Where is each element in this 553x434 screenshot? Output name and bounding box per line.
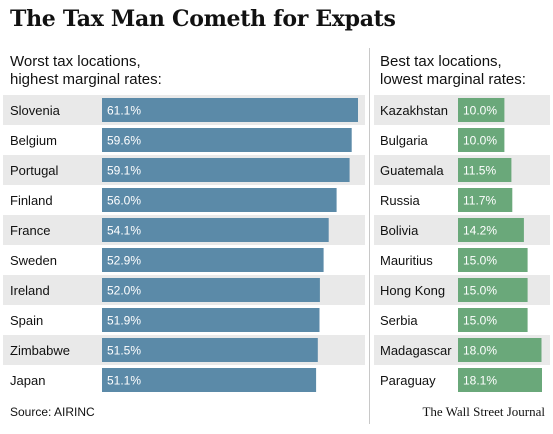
worst-bar bbox=[102, 218, 329, 242]
worst-value-label: 51.9% bbox=[107, 314, 141, 328]
best-category-label: Bulgaria bbox=[380, 133, 428, 148]
best-value-label: 15.0% bbox=[463, 254, 497, 268]
worst-bar bbox=[102, 368, 317, 392]
worst-category-label: Japan bbox=[10, 373, 45, 388]
worst-panel-title-line1: Worst tax locations, bbox=[10, 53, 141, 70]
worst-value-label: 52.9% bbox=[107, 254, 141, 268]
worst-value-label: 56.0% bbox=[107, 194, 141, 208]
worst-bar bbox=[102, 338, 318, 362]
best-category-label: Russia bbox=[380, 193, 421, 208]
best-category-label: Guatemala bbox=[380, 163, 444, 178]
worst-bar bbox=[102, 278, 320, 302]
worst-value-label: 59.1% bbox=[107, 164, 141, 178]
worst-panel-title: Worst tax locations, highest marginal ra… bbox=[10, 53, 162, 89]
best-bar bbox=[458, 248, 528, 272]
worst-category-label: Spain bbox=[10, 313, 43, 328]
best-bar bbox=[458, 188, 513, 212]
panel-divider bbox=[369, 48, 370, 424]
best-value-label: 15.0% bbox=[463, 284, 497, 298]
best-value-label: 18.1% bbox=[463, 374, 497, 388]
publisher-credit: The Wall Street Journal bbox=[422, 404, 545, 419]
best-category-label: Paraguay bbox=[380, 373, 436, 388]
best-value-label: 15.0% bbox=[463, 314, 497, 328]
best-category-label: Kazakhstan bbox=[380, 103, 448, 118]
worst-bar bbox=[102, 98, 358, 122]
best-value-label: 18.0% bbox=[463, 344, 497, 358]
worst-category-label: Finland bbox=[10, 193, 53, 208]
best-value-label: 11.7% bbox=[463, 194, 496, 208]
worst-value-label: 51.1% bbox=[107, 374, 141, 388]
worst-category-label: Zimbabwe bbox=[10, 343, 70, 358]
best-bar bbox=[458, 278, 528, 302]
best-category-label: Madagascar bbox=[380, 343, 452, 358]
best-category-label: Bolivia bbox=[380, 223, 419, 238]
worst-bar bbox=[102, 188, 337, 212]
worst-bar bbox=[102, 248, 324, 272]
best-panel-title: Best tax locations, lowest marginal rate… bbox=[380, 53, 526, 89]
best-category-label: Mauritius bbox=[380, 253, 433, 268]
best-value-label: 14.2% bbox=[463, 224, 497, 238]
worst-bar bbox=[102, 128, 352, 152]
worst-category-label: Sweden bbox=[10, 253, 57, 268]
best-bar bbox=[458, 98, 505, 122]
worst-bar bbox=[102, 158, 350, 182]
worst-value-label: 59.6% bbox=[107, 134, 141, 148]
worst-value-label: 54.1% bbox=[107, 224, 141, 238]
best-bar bbox=[458, 128, 505, 152]
best-value-label: 11.5% bbox=[463, 164, 496, 178]
best-panel-title-line2: lowest marginal rates: bbox=[380, 71, 526, 88]
worst-panel-title-line2: highest marginal rates: bbox=[10, 71, 162, 88]
chart-title: The Tax Man Cometh for Expats bbox=[10, 6, 396, 32]
worst-bar bbox=[102, 308, 320, 332]
source-note: Source: AIRINC bbox=[10, 405, 95, 419]
best-value-label: 10.0% bbox=[463, 104, 497, 118]
worst-value-label: 61.1% bbox=[107, 104, 141, 118]
worst-value-label: 51.5% bbox=[107, 344, 141, 358]
best-bar bbox=[458, 368, 542, 392]
worst-category-label: Belgium bbox=[10, 133, 57, 148]
best-category-label: Hong Kong bbox=[380, 283, 445, 298]
worst-category-label: Slovenia bbox=[10, 103, 61, 118]
worst-category-label: France bbox=[10, 223, 50, 238]
best-bar bbox=[458, 158, 512, 182]
best-bar bbox=[458, 338, 542, 362]
worst-category-label: Ireland bbox=[10, 283, 50, 298]
worst-category-label: Portugal bbox=[10, 163, 59, 178]
best-category-label: Serbia bbox=[380, 313, 418, 328]
best-panel-title-line1: Best tax locations, bbox=[380, 53, 502, 70]
best-value-label: 10.0% bbox=[463, 134, 497, 148]
worst-value-label: 52.0% bbox=[107, 284, 141, 298]
best-bar bbox=[458, 218, 524, 242]
best-bar bbox=[458, 308, 528, 332]
